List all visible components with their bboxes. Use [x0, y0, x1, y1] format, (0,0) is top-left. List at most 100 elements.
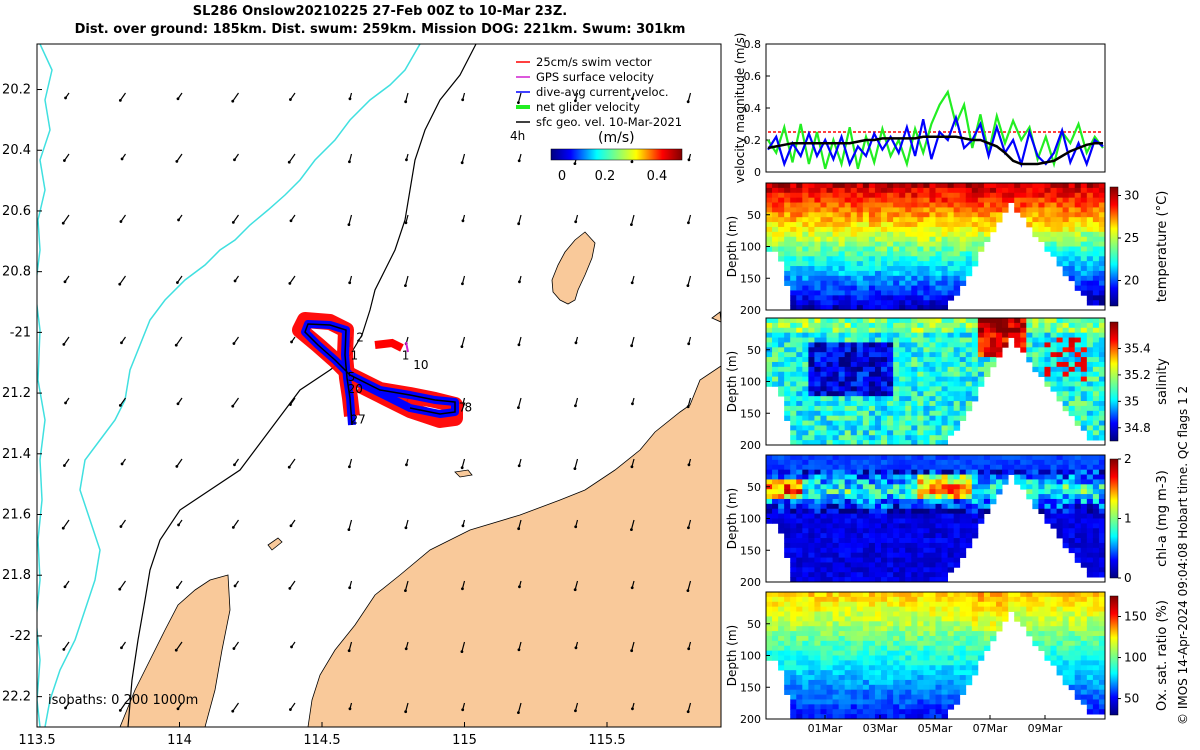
- geo-velocity-arrow: [460, 153, 466, 165]
- geo-velocity-arrow: [460, 336, 466, 349]
- geo-velocity-arrow: [573, 580, 579, 592]
- profile-ylabel: Depth (m): [725, 625, 739, 686]
- profile-cells: [766, 455, 1106, 583]
- legend-label: 25cm/s swim vector: [536, 55, 652, 69]
- glider-track: [292, 312, 463, 428]
- profile-cells: [766, 318, 1106, 446]
- geo-velocity-arrow: [461, 92, 466, 102]
- profile-colorbar: [1109, 321, 1119, 442]
- geo-velocity-arrow: [61, 519, 70, 530]
- geo-velocity-arrow: [460, 641, 466, 654]
- date-tick-label: 09Mar: [1028, 722, 1063, 735]
- map-x-tick-label: 114.5: [303, 733, 340, 748]
- track-label: 20: [348, 382, 363, 396]
- geo-velocity-arrow: [288, 580, 296, 590]
- velocity-y-tick-label: 0.8: [744, 38, 762, 51]
- colorbar-tick-label: 100: [1124, 651, 1147, 665]
- geo-velocity-arrow: [631, 92, 635, 101]
- track-label: 1: [351, 349, 359, 363]
- land-islet-1: [454, 469, 473, 478]
- date-tick-label: 07Mar: [973, 722, 1008, 735]
- legend-entry: GPS surface velocity: [516, 70, 654, 84]
- legend-entry: sfc geo. vel. 10-Mar-2021: [516, 115, 682, 129]
- profile-colorbar: [1109, 595, 1119, 716]
- legend-label: dive-avg current veloc.: [536, 85, 669, 99]
- geo-velocity-arrow: [574, 336, 579, 345]
- geo-velocity-arrow: [232, 641, 239, 650]
- geo-velocity-arrow: [62, 641, 70, 651]
- profile-ylabel: Depth (m): [725, 216, 739, 277]
- geo-velocity-arrow: [174, 336, 183, 347]
- geo-velocity-arrow: [461, 702, 466, 712]
- geo-velocity-arrow: [289, 397, 296, 406]
- profile-y-tick-label: 200: [740, 439, 761, 452]
- geo-velocity-arrow: [687, 519, 692, 530]
- geo-velocity-arrow: [118, 92, 126, 102]
- geo-velocity-arrow: [404, 92, 409, 104]
- geo-velocity-arrow: [517, 702, 522, 715]
- geo-velocity-arrow: [348, 580, 353, 590]
- velocity-series-line: [767, 135, 1103, 166]
- geo-velocity-arrow: [120, 336, 126, 345]
- colorbar-tick-label: 1: [1124, 512, 1132, 526]
- colorbar-tick-label: 20: [1124, 274, 1139, 288]
- map-y-tick-label: 20.8: [2, 265, 31, 280]
- track-label: 2: [356, 330, 364, 344]
- velocity-y-tick-label: 0: [754, 166, 761, 179]
- velocity-colorbar: [550, 148, 683, 161]
- land-peninsula: [119, 574, 231, 727]
- geo-velocity-arrow: [231, 519, 239, 529]
- date-tick-label: 03Mar: [863, 722, 898, 735]
- geo-velocity-arrow: [231, 397, 239, 408]
- geo-velocity-arrow: [120, 641, 126, 650]
- profile-y-tick-label: 100: [740, 650, 761, 663]
- geo-velocity-arrow: [233, 458, 239, 467]
- colorbar-label: Ox. sat. ratio (%): [1155, 600, 1170, 711]
- geo-velocity-arrow: [686, 397, 692, 409]
- geo-velocity-arrow: [64, 397, 70, 405]
- geo-velocity-arrow: [687, 214, 692, 225]
- velocity-y-tick-label: 0.6: [744, 70, 762, 83]
- profile-y-tick-label: 200: [740, 576, 761, 589]
- velocity-colorbar-ticks: 0 0.2 0.4: [558, 169, 667, 184]
- sfc-geo-velocity-arrows: [61, 92, 692, 715]
- legend-label: sfc geo. vel. 10-Mar-2021: [536, 115, 682, 129]
- geo-velocity-arrow: [287, 458, 296, 469]
- geo-velocity-arrow: [231, 214, 239, 224]
- date-tick-label: 01Mar: [808, 722, 843, 735]
- geo-velocity-arrow: [231, 92, 239, 103]
- profile-cells: [766, 592, 1106, 720]
- geo-velocity-arrow: [62, 336, 70, 346]
- colorbar-tick-label: 2: [1124, 452, 1132, 466]
- colorbar-tick-label: 34.8: [1124, 421, 1151, 435]
- legend-entry: dive-avg current veloc.: [516, 85, 669, 99]
- geo-velocity-arrow: [118, 275, 126, 286]
- geo-velocity-arrow: [175, 153, 183, 163]
- geo-velocity-arrow: [176, 702, 183, 711]
- geo-velocity-arrow: [176, 397, 183, 406]
- geo-velocity-arrow: [630, 458, 635, 469]
- geo-velocity-arrow: [404, 275, 409, 288]
- geo-velocity-arrow: [518, 580, 522, 589]
- map-y-tick-label: 21.6: [2, 508, 31, 523]
- geo-velocity-arrow: [517, 641, 522, 652]
- geo-velocity-arrow: [289, 702, 296, 711]
- colorbar-label: chl-a (mg m-3): [1155, 470, 1170, 567]
- geo-velocity-arrow: [287, 153, 296, 164]
- track-label: 8: [465, 400, 473, 414]
- profile-panel: 50 100 150 200 Depth (m) 35.4 35.2 35 34.8 salini…: [725, 317, 1170, 452]
- geo-velocity-arrow: [517, 92, 522, 105]
- map-x-tick-label: 114: [167, 733, 192, 748]
- geo-velocity-arrow: [118, 580, 126, 591]
- geo-velocity-arrow: [63, 275, 70, 284]
- land-island: [551, 231, 596, 305]
- map-x-tick-label: 113.5: [18, 733, 55, 748]
- track-black: [304, 323, 456, 426]
- geo-velocity-arrow: [176, 92, 183, 101]
- geo-velocity-arrow: [404, 214, 409, 225]
- profile-cells: [766, 183, 1106, 311]
- geo-velocity-arrow: [686, 92, 692, 104]
- geo-velocity-arrow: [233, 275, 239, 283]
